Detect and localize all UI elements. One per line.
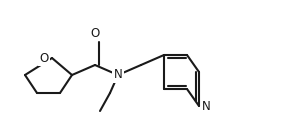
Text: N: N	[202, 100, 211, 113]
Text: O: O	[40, 51, 49, 64]
Text: O: O	[90, 27, 100, 40]
Text: N: N	[114, 68, 122, 81]
